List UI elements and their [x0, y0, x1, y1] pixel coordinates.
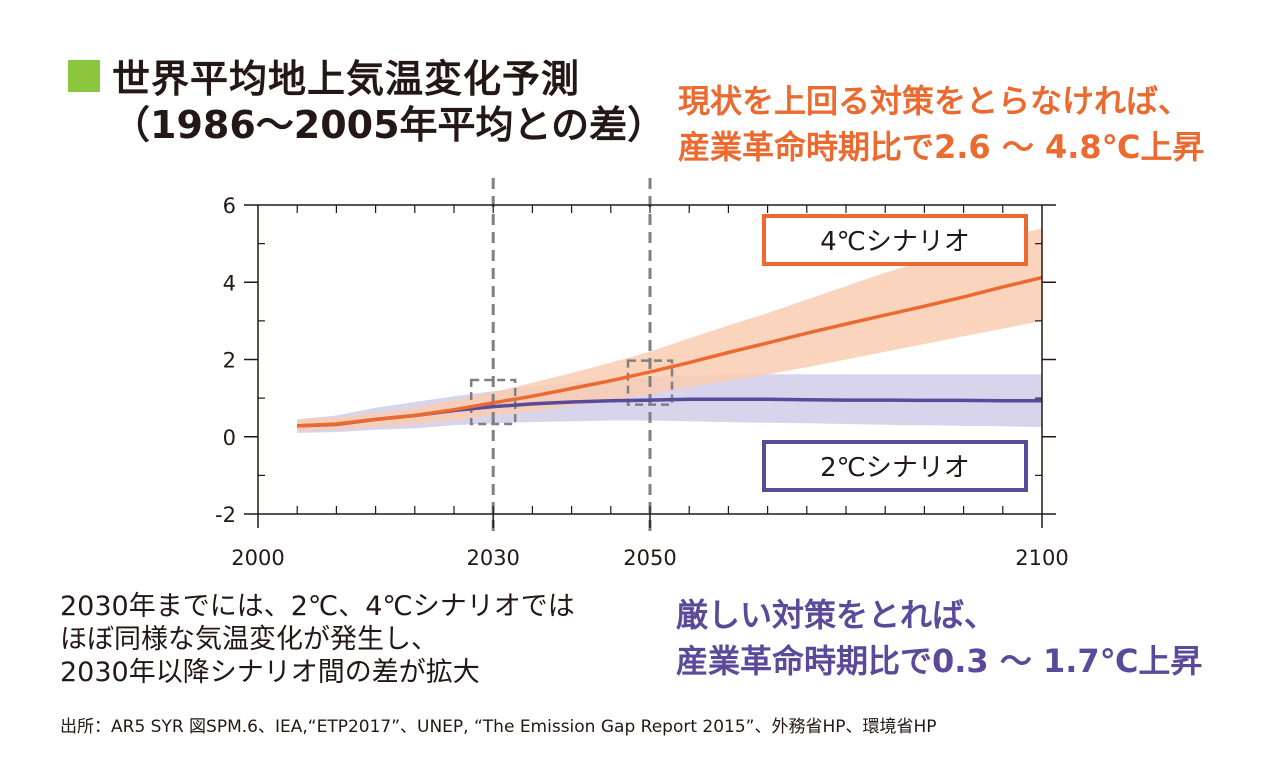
- legend-box-2c: [762, 440, 1028, 492]
- legend: 4℃シナリオ 2℃シナリオ: [762, 214, 1028, 492]
- legend-label-4c: 4℃シナリオ: [820, 227, 970, 257]
- two-degree-annotation-line1: 厳しい対策をとれば、: [676, 596, 997, 634]
- observation-note: 2030年までには、2℃、4℃シナリオでは ほぼ同様な気温変化が発生し、 203…: [60, 590, 575, 689]
- two-degree-annotation-line2: 産業革命時期比で0.3 〜 1.7℃上昇: [676, 642, 1203, 680]
- y-tick-label-0: 0: [223, 426, 236, 450]
- four-degree-annotation-line2: 産業革命時期比で2.6 〜 4.8℃上昇: [678, 128, 1205, 166]
- observation-note-line3: 2030年以降シナリオ間の差が拡大: [60, 657, 480, 688]
- highlight-box-2030: [469, 378, 517, 426]
- x-tick-label-2000: 2000: [231, 546, 284, 570]
- reference-lines: [469, 178, 674, 535]
- series-lines: [297, 275, 1043, 428]
- y-tick-label-4: 4: [223, 271, 236, 295]
- title-marker-square: [68, 60, 100, 92]
- band-2c: [297, 374, 1042, 433]
- highlight-box-2050: [626, 359, 674, 406]
- y-tick-label-6: 6: [223, 194, 236, 218]
- observation-note-line1: 2030年までには、2℃、4℃シナリオでは: [60, 591, 575, 622]
- two-degree-annotation: 厳しい対策をとれば、 産業革命時期比で0.3 〜 1.7℃上昇: [676, 592, 1202, 684]
- chart-title: 世界平均地上気温変化予測: [112, 57, 581, 101]
- y-tick-label--2: -2: [215, 503, 236, 527]
- x-tick-label-2030: 2030: [466, 546, 519, 570]
- axis-ticks: -2 0 2 4 6 2000 2030 2050 2100: [215, 194, 1069, 570]
- x-tick-label-2100: 2100: [1015, 546, 1068, 570]
- observation-note-line2: ほぼ同様な気温変化が発生し、: [60, 624, 438, 655]
- legend-label-2c: 2℃シナリオ: [820, 453, 970, 483]
- four-degree-annotation: 現状を上回る対策をとらなければ、 産業革命時期比で2.6 〜 4.8℃上昇: [678, 78, 1204, 170]
- chart-subtitle: （1986〜2005年平均との差）: [112, 103, 666, 147]
- y-tick-label-2: 2: [223, 349, 236, 373]
- x-tick-label-2050: 2050: [623, 546, 676, 570]
- legend-box-4c: [762, 214, 1028, 266]
- four-degree-annotation-line1: 現状を上回る対策をとらなければ、: [678, 82, 1191, 120]
- series-line-4c: [297, 275, 1043, 428]
- source-citation: 出所：AR5 SYR 図SPM.6、IEA,“ETP2017”、UNEP, “T…: [60, 717, 937, 737]
